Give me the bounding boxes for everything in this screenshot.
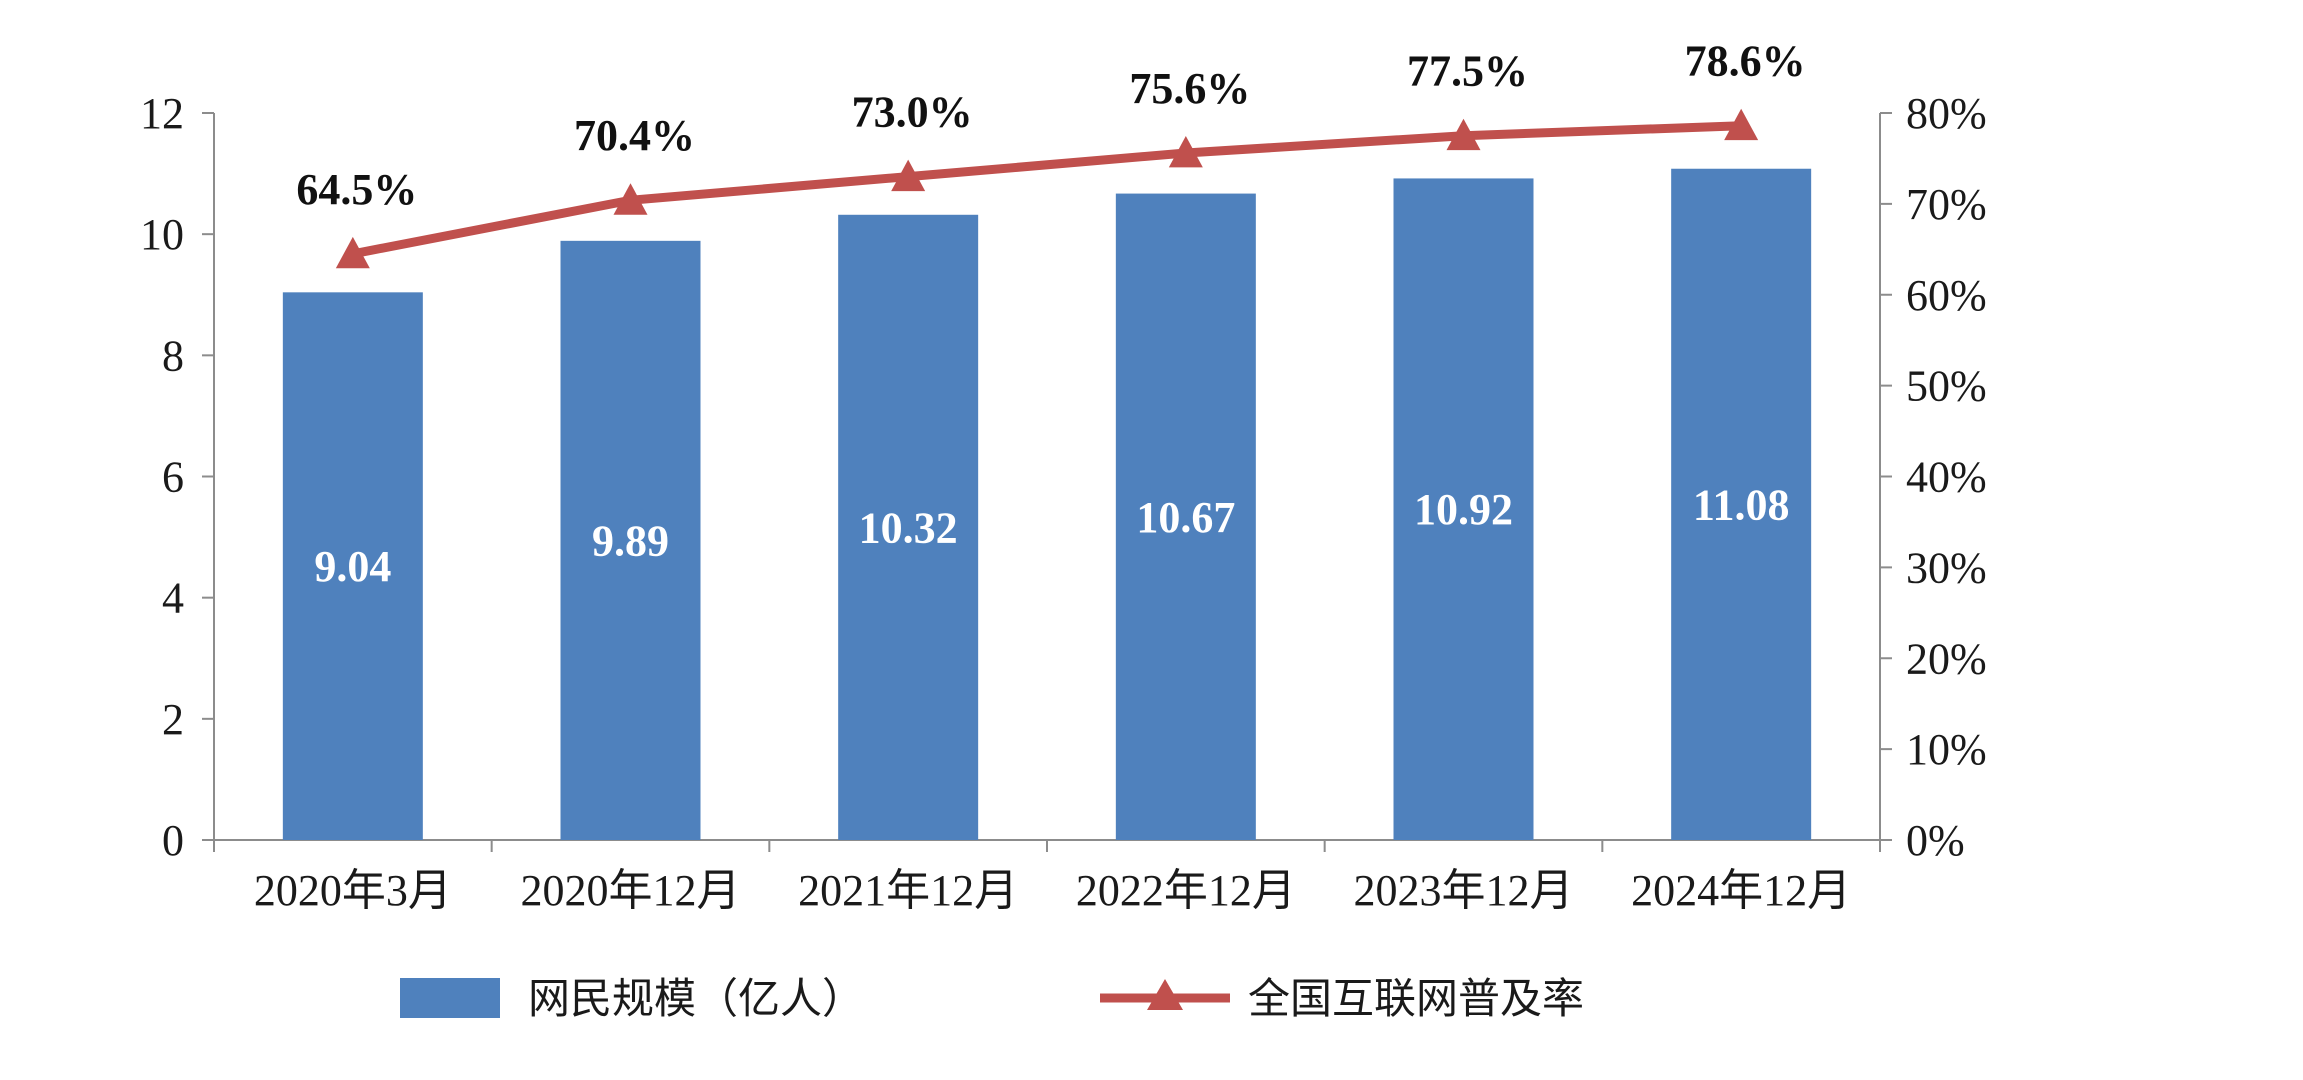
penetration-value-label: 75.6%	[1129, 64, 1250, 113]
right-y-tick-label: 10%	[1906, 725, 1987, 774]
bar	[560, 240, 701, 841]
bar-value-label: 10.67	[1136, 493, 1235, 542]
bar-value-label: 10.92	[1414, 485, 1513, 534]
right-y-tick-label: 30%	[1906, 543, 1987, 592]
right-y-tick-label: 50%	[1906, 362, 1987, 411]
x-tick-label: 2020年3月	[254, 866, 452, 915]
legend: 网民规模（亿人） 全国互联网普及率	[400, 974, 1584, 1023]
penetration-marker	[1724, 108, 1759, 141]
right-y-tick-label: 60%	[1906, 271, 1987, 320]
axes: 0 2 4 6 8 10 12 0% 10% 20% 30% 40% 50% 60% 70% 80% 2020年…	[140, 89, 1987, 915]
penetration-value-label: 70.4%	[574, 111, 695, 160]
bar	[1115, 193, 1256, 841]
right-y-tick-label: 80%	[1906, 89, 1987, 138]
penetration-line	[335, 108, 1759, 269]
left-y-tick-label: 12	[140, 89, 184, 138]
penetration-value-label: 77.5%	[1407, 47, 1528, 96]
x-tick-label: 2022年12月	[1076, 866, 1296, 915]
x-tick-label: 2020年12月	[521, 866, 741, 915]
x-tick-label: 2021年12月	[798, 866, 1018, 915]
left-y-tick-label: 0	[162, 816, 184, 865]
bar	[838, 214, 979, 840]
penetration-line-path	[351, 121, 1742, 259]
left-y-tick-label: 8	[162, 331, 184, 380]
bar-value-label: 9.04	[314, 542, 391, 591]
legend-line-label: 全国互联网普及率	[1248, 974, 1584, 1023]
bars	[282, 168, 1812, 841]
bar-value-label: 10.32	[859, 503, 958, 552]
x-tick-label: 2024年12月	[1631, 866, 1851, 915]
bar	[282, 292, 423, 840]
left-y-tick-label: 4	[162, 574, 184, 623]
legend-bar-swatch	[400, 978, 500, 1018]
penetration-marker	[613, 183, 648, 215]
penetration-value-label: 73.0%	[852, 88, 973, 137]
right-y-tick-label: 0%	[1906, 816, 1965, 865]
legend-bar-label: 网民规模（亿人）	[528, 974, 864, 1023]
penetration-marker	[891, 159, 926, 192]
x-tick-label: 2023年12月	[1354, 866, 1574, 915]
penetration-value-label: 64.5%	[296, 165, 417, 214]
left-y-tick-label: 6	[162, 453, 184, 502]
left-y-tick-label: 10	[140, 210, 184, 259]
right-y-tick-label: 40%	[1906, 453, 1987, 502]
penetration-marker	[335, 236, 370, 269]
legend-line-marker	[1147, 979, 1183, 1010]
right-y-tick-label: 70%	[1906, 180, 1987, 229]
bar-value-label: 9.89	[592, 516, 669, 565]
right-y-tick-label: 20%	[1906, 634, 1987, 683]
left-y-tick-label: 2	[162, 695, 184, 744]
bar	[1393, 178, 1534, 840]
bar-value-label: 11.08	[1693, 480, 1790, 529]
bar	[1671, 168, 1812, 840]
penetration-value-label: 78.6%	[1685, 37, 1806, 86]
penetration-marker	[1446, 118, 1481, 151]
data-labels: 9.04 9.89 10.32 10.67 10.92 11.08 64.5% 70.4% 73…	[296, 37, 1805, 591]
penetration-marker	[1168, 135, 1203, 168]
